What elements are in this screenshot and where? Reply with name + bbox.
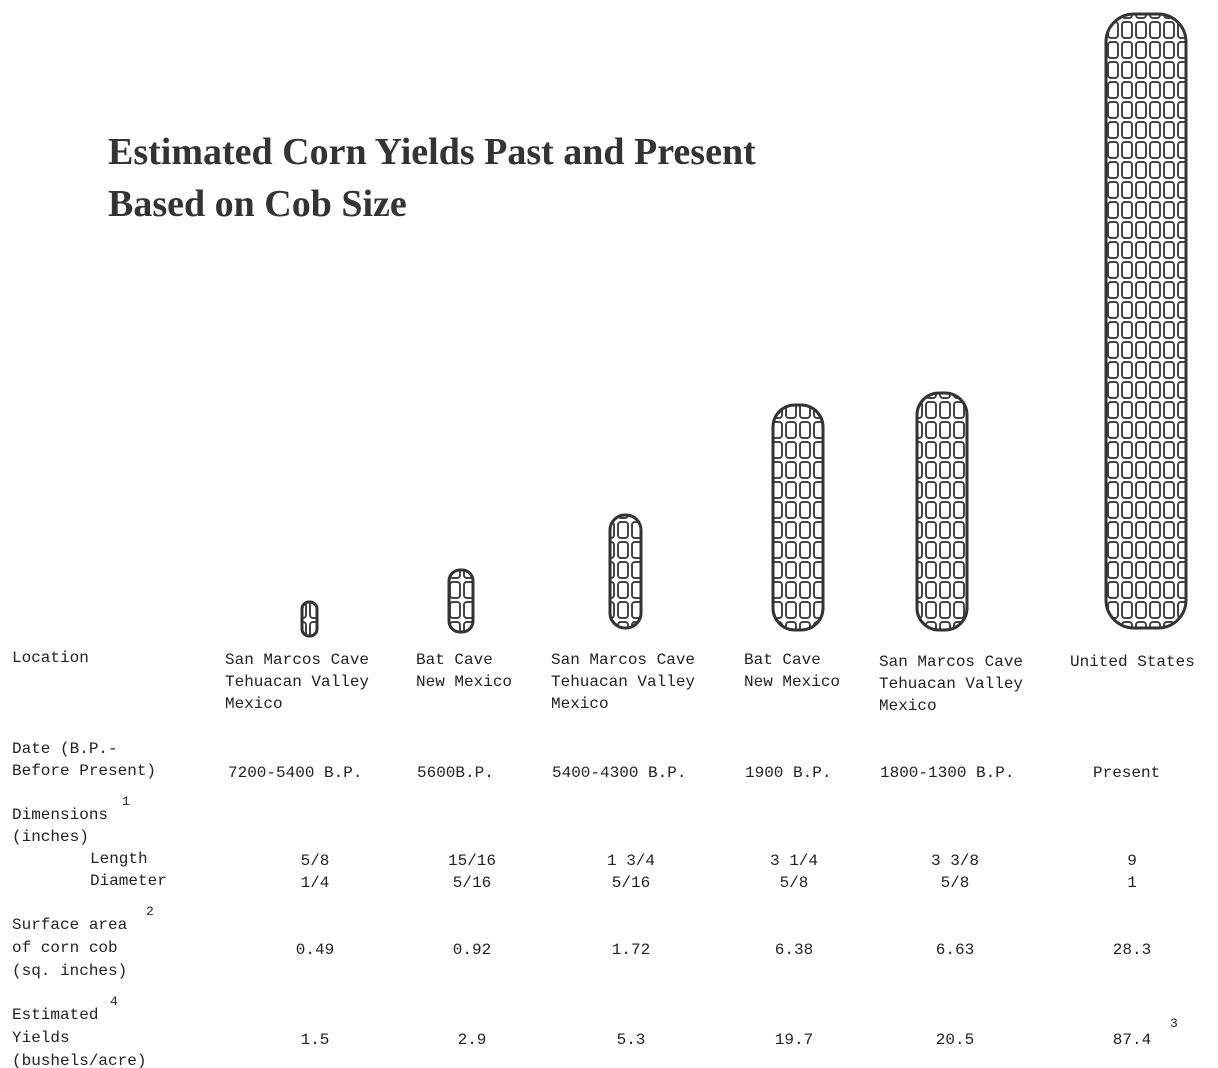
page: Estimated Corn Yields Past and Present B… [0,0,1218,1068]
yield-cell: 20.5 [855,1029,1055,1051]
date-cell: 1900 B.P. [745,762,831,784]
row-label: (bushels/acre) [12,1050,146,1068]
surface-cell: 28.3 [1032,939,1218,961]
footnote-mark: 2 [146,904,154,919]
date-cell: Present [1093,762,1160,784]
row-label: Yields [12,1027,70,1049]
row-label: Diameter [90,870,167,892]
cob [610,515,641,628]
location-cell: San Marcos Cave [879,651,1023,673]
date-cell: 5400-4300 B.P. [552,762,686,784]
location-cell: Bat Cave [744,649,821,671]
date-cell: 5600B.P. [417,762,494,784]
diameter-cell: 1 [1032,872,1218,894]
footnote-mark: 3 [1170,1016,1178,1031]
location-cell: United States [1070,651,1195,673]
location-cell: New Mexico [416,671,512,693]
location-cell: San Marcos Cave [225,649,369,671]
date-cell: 1800-1300 B.P. [880,762,1014,784]
row-label: Date (B.P.- [12,738,118,760]
footnote-mark: 1 [122,794,130,809]
location-cell: Mexico [879,695,937,717]
title: Estimated Corn Yields Past and Present [108,130,756,174]
row-label: Before Present) [12,760,156,782]
yield-cell: 87.4 [1032,1029,1218,1051]
row-label: of corn cob [12,937,118,959]
diameter-cell: 5/8 [855,872,1055,894]
length-cell: 9 [1032,850,1218,872]
cob [449,570,473,632]
location-cell: New Mexico [744,671,840,693]
row-label: Surface area [12,914,127,936]
surface-cell: 6.63 [855,939,1055,961]
location-cell: Mexico [551,693,609,715]
cob [773,405,823,630]
location-cell: Tehuacan Valley [551,671,695,693]
location-cell: San Marcos Cave [551,649,695,671]
row-label: Length [90,848,148,870]
date-cell: 7200-5400 B.P. [228,762,362,784]
location-cell: Mexico [225,693,283,715]
length-cell: 3 3/8 [855,850,1055,872]
row-label: Estimated [12,1004,98,1026]
location-cell: Tehuacan Valley [879,673,1023,695]
row-label: (sq. inches) [12,960,127,982]
location-cell: Bat Cave [416,649,493,671]
location-cell: Tehuacan Valley [225,671,369,693]
title: Based on Cob Size [108,182,407,226]
footnote-mark: 4 [110,994,118,1009]
row-label: Dimensions [12,804,108,826]
cob [1106,14,1186,628]
cob [302,602,317,636]
row-label: (inches) [12,826,89,848]
row-label: Location [12,647,89,669]
cob [917,393,967,630]
